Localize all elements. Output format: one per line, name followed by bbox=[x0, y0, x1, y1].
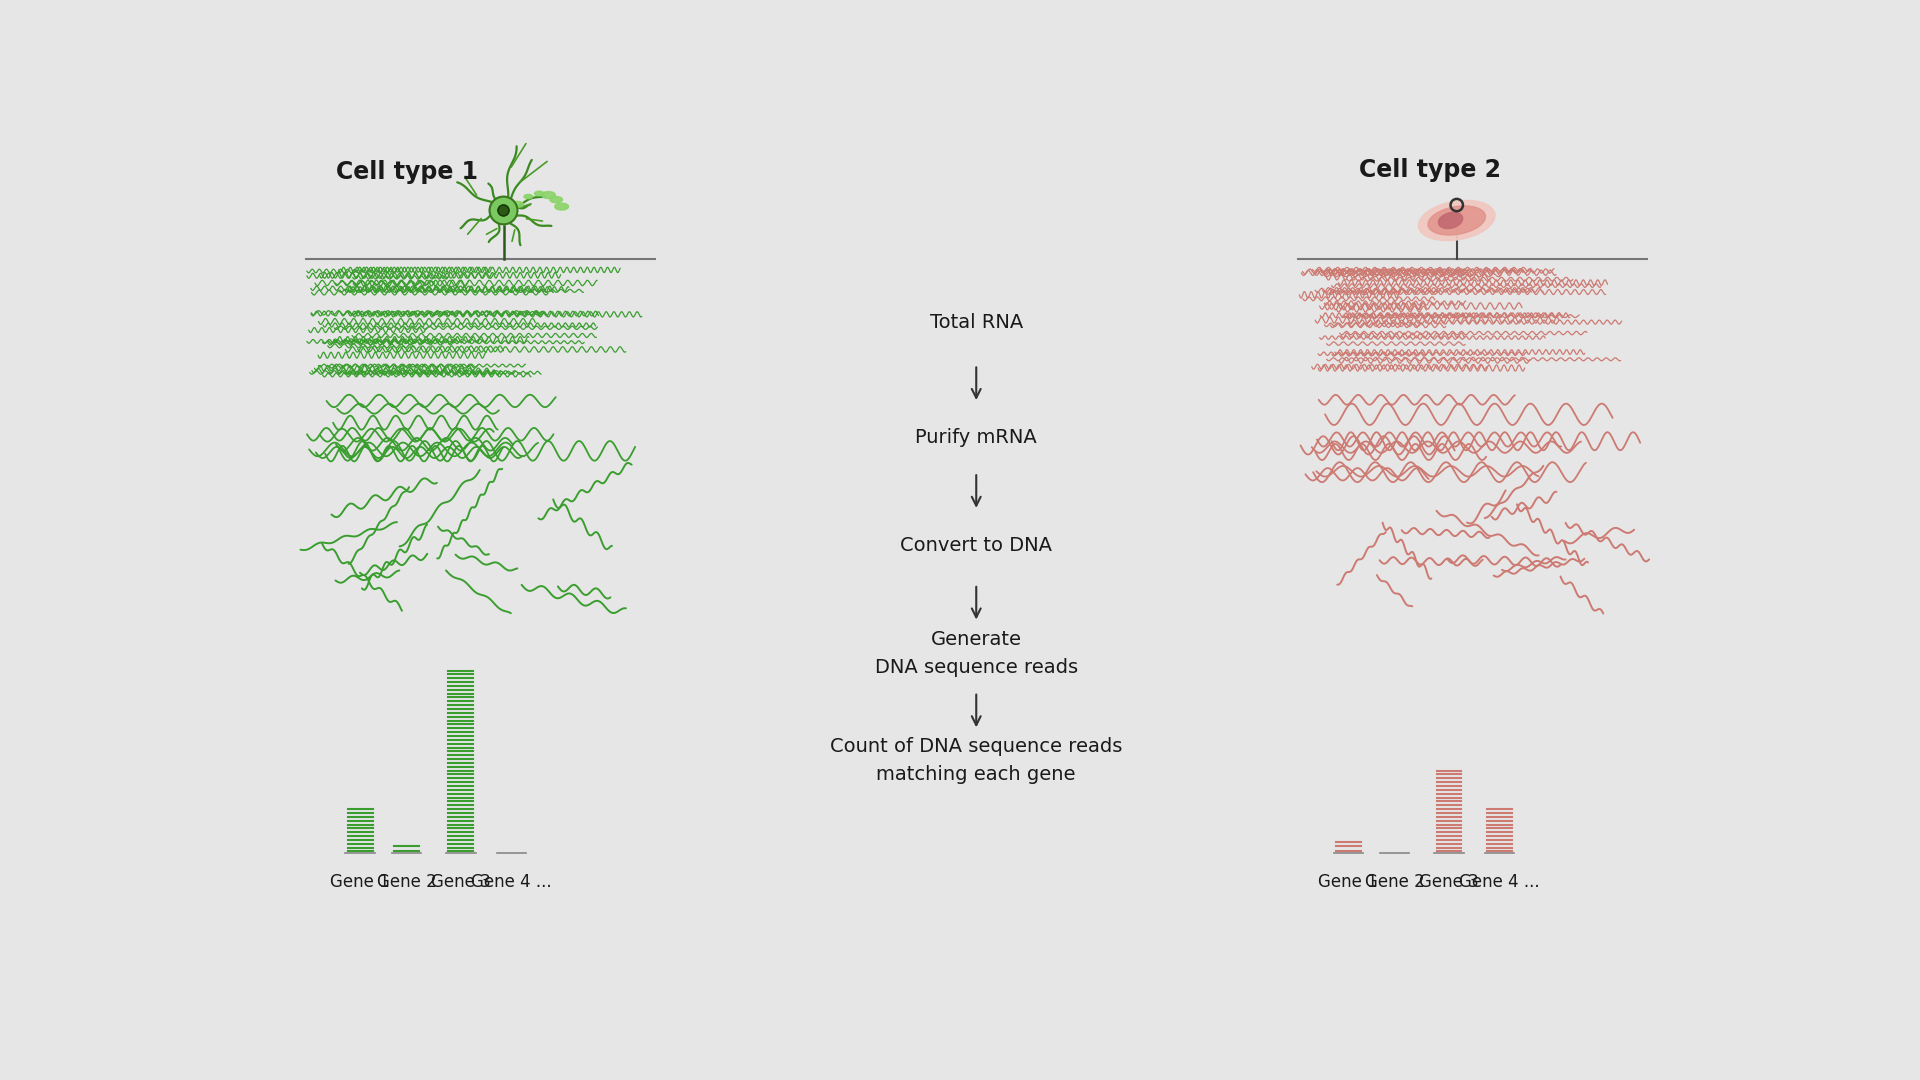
Ellipse shape bbox=[1438, 213, 1463, 229]
Text: Cell type 2: Cell type 2 bbox=[1359, 158, 1501, 181]
Ellipse shape bbox=[524, 194, 532, 199]
Text: Generate
DNA sequence reads: Generate DNA sequence reads bbox=[876, 630, 1077, 677]
Text: Cell type 1: Cell type 1 bbox=[336, 160, 478, 184]
Text: Gene 2: Gene 2 bbox=[1365, 873, 1425, 891]
Circle shape bbox=[490, 197, 518, 225]
Ellipse shape bbox=[549, 197, 563, 203]
Ellipse shape bbox=[511, 201, 524, 207]
Text: Gene 2: Gene 2 bbox=[376, 873, 436, 891]
Ellipse shape bbox=[555, 203, 568, 210]
Text: Gene 1: Gene 1 bbox=[1319, 873, 1379, 891]
Ellipse shape bbox=[541, 191, 555, 199]
Text: Gene 3: Gene 3 bbox=[430, 873, 492, 891]
Ellipse shape bbox=[1428, 206, 1486, 235]
Text: Purify mRNA: Purify mRNA bbox=[916, 428, 1037, 447]
Text: Gene 3: Gene 3 bbox=[1419, 873, 1478, 891]
Circle shape bbox=[497, 205, 509, 216]
Text: Count of DNA sequence reads
matching each gene: Count of DNA sequence reads matching eac… bbox=[829, 738, 1123, 784]
Text: Convert to DNA: Convert to DNA bbox=[900, 536, 1052, 555]
Text: Gene 4 ...: Gene 4 ... bbox=[1459, 873, 1540, 891]
Ellipse shape bbox=[534, 191, 543, 195]
Text: Total RNA: Total RNA bbox=[929, 312, 1023, 332]
Text: Gene 4 ...: Gene 4 ... bbox=[470, 873, 551, 891]
Text: Gene 1: Gene 1 bbox=[330, 873, 390, 891]
Ellipse shape bbox=[1419, 201, 1496, 241]
